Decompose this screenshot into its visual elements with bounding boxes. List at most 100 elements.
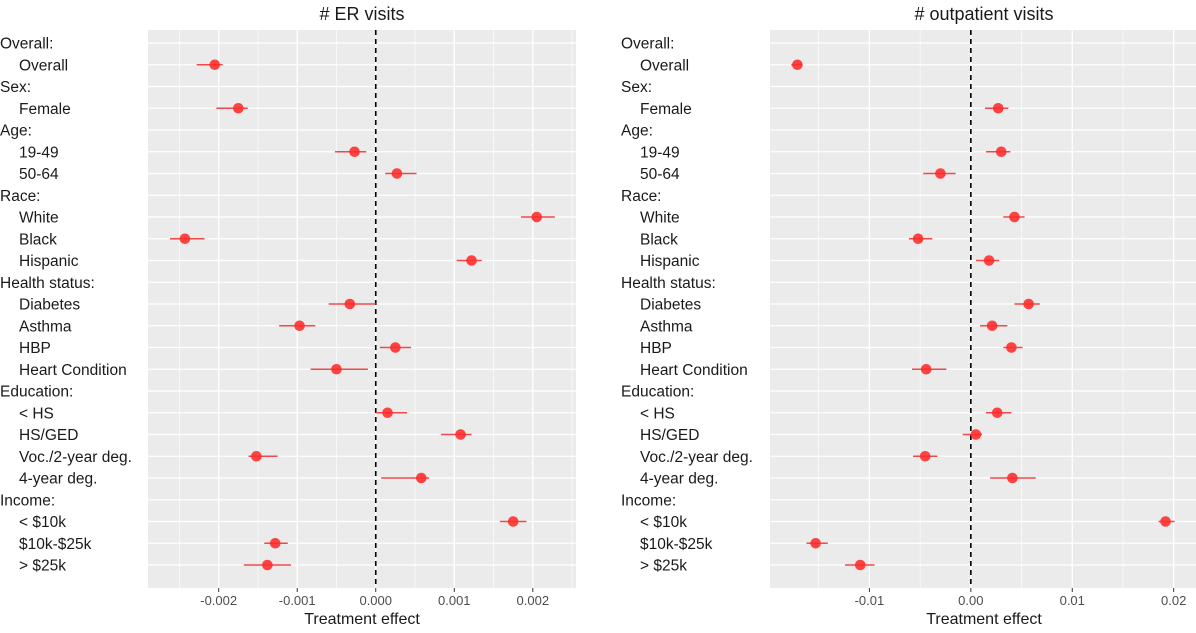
point-25k xyxy=(854,559,866,571)
x-tick-label: -0.001 xyxy=(279,593,316,608)
x-tick-label: 0.00 xyxy=(958,593,983,608)
row-label-asthma: Asthma xyxy=(19,318,72,335)
row-label-voc-2-year-deg: Voc./2-year deg. xyxy=(19,449,132,466)
x-tick-label: 0.001 xyxy=(438,593,471,608)
x-tick-label: 0.000 xyxy=(359,593,392,608)
row-label-age: Age: xyxy=(0,123,32,140)
point-black xyxy=(912,233,924,245)
point-asthma xyxy=(986,320,998,332)
row-label-overall: Overall xyxy=(19,57,68,74)
row-label-hbp: HBP xyxy=(640,340,672,357)
x-tick-label: 0.02 xyxy=(1161,593,1186,608)
row-label-sex: Sex: xyxy=(621,79,652,96)
point-25k xyxy=(262,559,273,571)
point-hs-ged xyxy=(455,429,466,440)
row-label-4-year-deg: 4-year deg. xyxy=(640,471,718,488)
x-tick-label: -0.01 xyxy=(855,593,885,608)
point-4-year-deg xyxy=(1007,472,1018,484)
row-label-50-64: 50-64 xyxy=(640,166,680,183)
row-label-diabetes: Diabetes xyxy=(19,297,80,314)
row-label-25k: > $25k xyxy=(640,558,687,575)
point-hispanic xyxy=(466,255,477,266)
point-hs xyxy=(991,407,1003,419)
panel-background xyxy=(148,30,576,588)
row-label-diabetes: Diabetes xyxy=(640,297,701,314)
point-overall xyxy=(209,59,221,71)
row-label-voc-2-year-deg: Voc./2-year deg. xyxy=(640,449,753,466)
point-10k-25k xyxy=(810,537,821,549)
x-tick-label: -0.002 xyxy=(200,593,237,608)
point-asthma xyxy=(294,320,305,332)
row-label-black: Black xyxy=(19,231,57,248)
row-label-health-status: Health status: xyxy=(0,275,95,292)
row-label-income: Income: xyxy=(0,492,55,509)
point-10k xyxy=(507,516,519,527)
panel-background xyxy=(770,30,1196,588)
point-hs-ged xyxy=(970,429,982,440)
panel-outpatient-visits: # outpatient visits Treatment effect Ove… xyxy=(621,4,1196,628)
estimate-points xyxy=(169,59,555,571)
grid-lines xyxy=(148,30,576,588)
row-labels: Overall: Overall Sex: Female Age: 19-49 50-64 R… xyxy=(621,36,753,575)
point-black xyxy=(179,233,191,245)
row-label-education: Education: xyxy=(0,384,73,401)
estimate-points xyxy=(791,59,1175,571)
row-label-female: Female xyxy=(19,101,71,118)
row-label-white: White xyxy=(640,210,680,227)
point-overall xyxy=(792,59,803,71)
x-axis-title-outpatient-visits: Treatment effect xyxy=(926,611,1042,628)
row-label-education: Education: xyxy=(621,384,694,401)
x-axis: -0.002 -0.001 0.000 0.001 0.002 xyxy=(200,588,549,608)
row-label-4-year-deg: 4-year deg. xyxy=(19,471,97,488)
row-label-hbp: HBP xyxy=(19,340,51,357)
row-label-19-49: 19-49 xyxy=(19,144,59,161)
row-label-race: Race: xyxy=(621,188,662,205)
point-19-49 xyxy=(995,146,1007,158)
panel-title-outpatient-visits: # outpatient visits xyxy=(914,4,1053,24)
row-labels: Overall: Overall Sex: Female Age: 19-49 50-64 R… xyxy=(0,36,132,575)
row-label-white: White xyxy=(19,210,59,227)
point-heart-condition xyxy=(920,363,932,375)
point-female xyxy=(233,102,244,114)
point-hs xyxy=(382,407,393,419)
row-label-50-64: 50-64 xyxy=(19,166,59,183)
row-label-heart-condition: Heart Condition xyxy=(640,362,748,379)
panel-er-visits: # ER visits Treatment effect Overall:Ove… xyxy=(0,4,576,628)
row-label-female: Female xyxy=(640,101,692,118)
point-50-64 xyxy=(935,168,946,179)
row-label-10k-25k: $10k-$25k xyxy=(19,536,92,553)
row-label-race: Race: xyxy=(0,188,41,205)
row-label-hs: < HS xyxy=(19,405,54,422)
point-white xyxy=(1009,211,1020,223)
point-voc-2-year-deg xyxy=(919,450,931,462)
row-label-overall: Overall xyxy=(640,57,689,74)
row-label-hs-ged: HS/GED xyxy=(19,427,78,444)
x-axis-title-er-visits: Treatment effect xyxy=(304,611,420,628)
point-diabetes xyxy=(344,298,356,310)
x-tick-label: 0.01 xyxy=(1060,593,1085,608)
row-label-25k: > $25k xyxy=(19,558,66,575)
row-label-black: Black xyxy=(640,231,678,248)
point-heart-condition xyxy=(331,363,342,375)
point-hispanic xyxy=(983,255,995,266)
point-white xyxy=(531,211,543,223)
point-19-49 xyxy=(349,146,360,158)
row-label-age: Age: xyxy=(621,123,653,140)
point-diabetes xyxy=(1023,298,1034,310)
row-label-heart-condition: Heart Condition xyxy=(19,362,127,379)
row-label-health-status: Health status: xyxy=(621,275,716,292)
row-label-overall: Overall: xyxy=(0,36,53,53)
point-50-64 xyxy=(391,168,403,179)
row-label-10k-25k: $10k-$25k xyxy=(640,536,713,553)
x-tick-label: 0.002 xyxy=(517,593,550,608)
point-voc-2-year-deg xyxy=(251,450,262,462)
x-axis: -0.01 0.00 0.01 0.02 xyxy=(855,588,1186,608)
row-label-asthma: Asthma xyxy=(640,318,693,335)
row-label-sex: Sex: xyxy=(0,79,31,96)
point-female xyxy=(992,102,1004,114)
row-label-overall: Overall: xyxy=(621,36,674,53)
row-label-hs: < HS xyxy=(640,405,675,422)
point-hbp xyxy=(1006,342,1017,353)
